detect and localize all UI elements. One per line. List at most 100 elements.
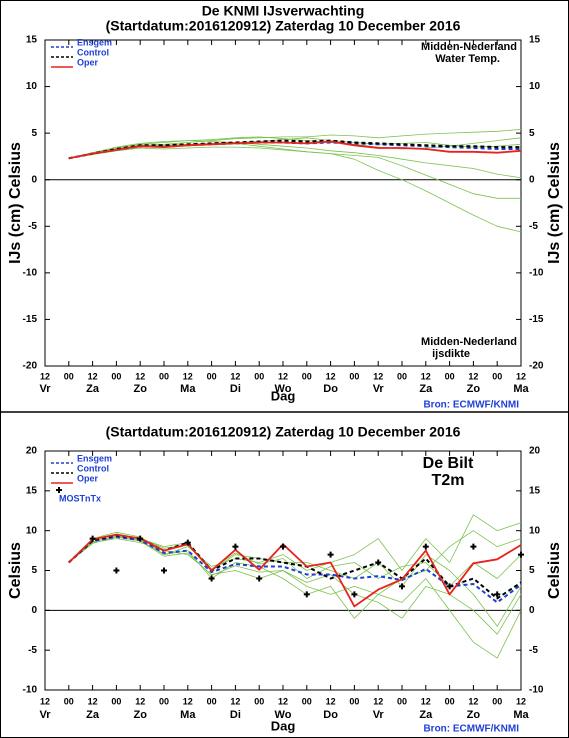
annotation: T2m [432, 472, 465, 489]
y-tick-label: -15 [529, 314, 544, 325]
series-line [68, 140, 522, 160]
y-tick-label: 20 [529, 446, 541, 457]
x-tick-label: 12 [40, 371, 50, 381]
x-tick-label: 12 [278, 696, 288, 706]
y-tick-label: -15 [23, 314, 38, 325]
y-tick-label: -5 [529, 645, 538, 656]
y-tick-label: -5 [28, 221, 37, 232]
member-line [68, 146, 521, 199]
marker [494, 591, 501, 598]
x-tick-label: 00 [349, 371, 359, 381]
marker [184, 539, 191, 546]
y-tick-label: -20 [23, 361, 38, 372]
x-tick-label: 00 [111, 371, 121, 381]
member-line [68, 129, 522, 159]
panel: De KNMI IJsverwachting(Startdatum:201612… [7, 3, 563, 411]
x-tick-label: 12 [468, 696, 478, 706]
y-tick-label: 10 [529, 81, 541, 92]
x-tick-label: 00 [64, 696, 74, 706]
x-tick-label: 00 [207, 371, 217, 381]
legend-label: Oper [77, 57, 99, 67]
x-tick-label: 00 [111, 696, 121, 706]
marker [446, 583, 453, 590]
legend-marker [56, 487, 62, 493]
marker [375, 559, 382, 566]
marker [327, 551, 334, 558]
y-axis-title: IJs (cm) Celsius [7, 142, 24, 264]
y-tick-label: -5 [529, 221, 538, 232]
annotation: Water Temp. [435, 53, 500, 65]
x-tick-label: 12 [326, 696, 336, 706]
marker [113, 567, 120, 574]
day-label: Ma [180, 383, 196, 395]
marker [351, 591, 358, 598]
y-tick-label: 10 [529, 525, 541, 536]
series-line [68, 139, 521, 160]
chart-title: De KNMI IJsverwachting [202, 3, 365, 19]
day-label: Ma [180, 709, 196, 721]
series-line [68, 536, 522, 604]
x-tick-label: 12 [135, 696, 145, 706]
member-line [68, 536, 522, 635]
x-tick-label: 12 [278, 371, 288, 381]
y-tick-label: 5 [529, 128, 535, 139]
x-tick-label: 12 [373, 696, 383, 706]
day-label: Zo [133, 709, 147, 721]
day-label: Vr [373, 383, 385, 395]
day-label: Zo [467, 383, 481, 395]
annotation: Midden-Nederland [421, 336, 517, 348]
day-label: Wo [275, 709, 292, 721]
y-tick-label: 15 [529, 485, 541, 496]
annotation: ijsdikte [432, 348, 470, 360]
marker [256, 575, 263, 582]
x-tick-label: 00 [254, 696, 264, 706]
legend-label: Control [77, 463, 109, 473]
x-axis-title: Dag [271, 388, 296, 403]
y-tick-label: 15 [529, 35, 541, 46]
y-axis-title: Celsius [7, 542, 24, 599]
chart-subtitle: (Startdatum:2016120912) Zaterdag 10 Dece… [106, 18, 461, 34]
y-tick-label: 5 [31, 565, 37, 576]
x-tick-label: 12 [40, 696, 50, 706]
series-line [68, 533, 522, 608]
day-label: Za [86, 383, 100, 395]
x-tick-label: 12 [183, 371, 193, 381]
day-label: Vr [39, 383, 51, 395]
day-label: Vr [373, 709, 385, 721]
member-line [68, 137, 522, 159]
day-label: Ma [513, 709, 529, 721]
legend-label: Ensgem [77, 453, 112, 463]
y-tick-label: 15 [26, 485, 38, 496]
marker [399, 583, 405, 590]
x-tick-label: 00 [397, 371, 407, 381]
x-tick-label: 12 [230, 371, 240, 381]
x-tick-label: 00 [302, 696, 312, 706]
marker [280, 543, 286, 550]
day-label: Ma [513, 383, 529, 395]
y-tick-label: 0 [529, 174, 535, 185]
y-tick-label: 10 [26, 81, 38, 92]
marker [89, 535, 96, 542]
marker [161, 567, 167, 574]
x-tick-label: 00 [492, 371, 502, 381]
x-axis-title: Dag [271, 718, 296, 733]
x-tick-label: 12 [516, 696, 526, 706]
x-tick-label: 00 [302, 371, 312, 381]
day-label: Vr [39, 709, 51, 721]
x-tick-label: 12 [183, 696, 193, 706]
chart-title: (Startdatum:2016120912) Zaterdag 10 Dece… [106, 424, 461, 440]
marker [137, 535, 144, 542]
y-tick-label: 20 [26, 446, 38, 457]
day-label: Zo [467, 709, 481, 721]
legend-label: Control [77, 47, 109, 57]
y-tick-label: 10 [26, 525, 38, 536]
x-tick-label: 12 [468, 371, 478, 381]
day-label: Za [419, 383, 433, 395]
x-tick-label: 00 [445, 371, 455, 381]
legend-label: Oper [77, 473, 99, 483]
y-tick-label: -10 [23, 685, 38, 696]
x-tick-label: 12 [516, 371, 526, 381]
marker [303, 591, 310, 598]
marker [518, 551, 524, 558]
x-tick-label: 12 [88, 371, 98, 381]
